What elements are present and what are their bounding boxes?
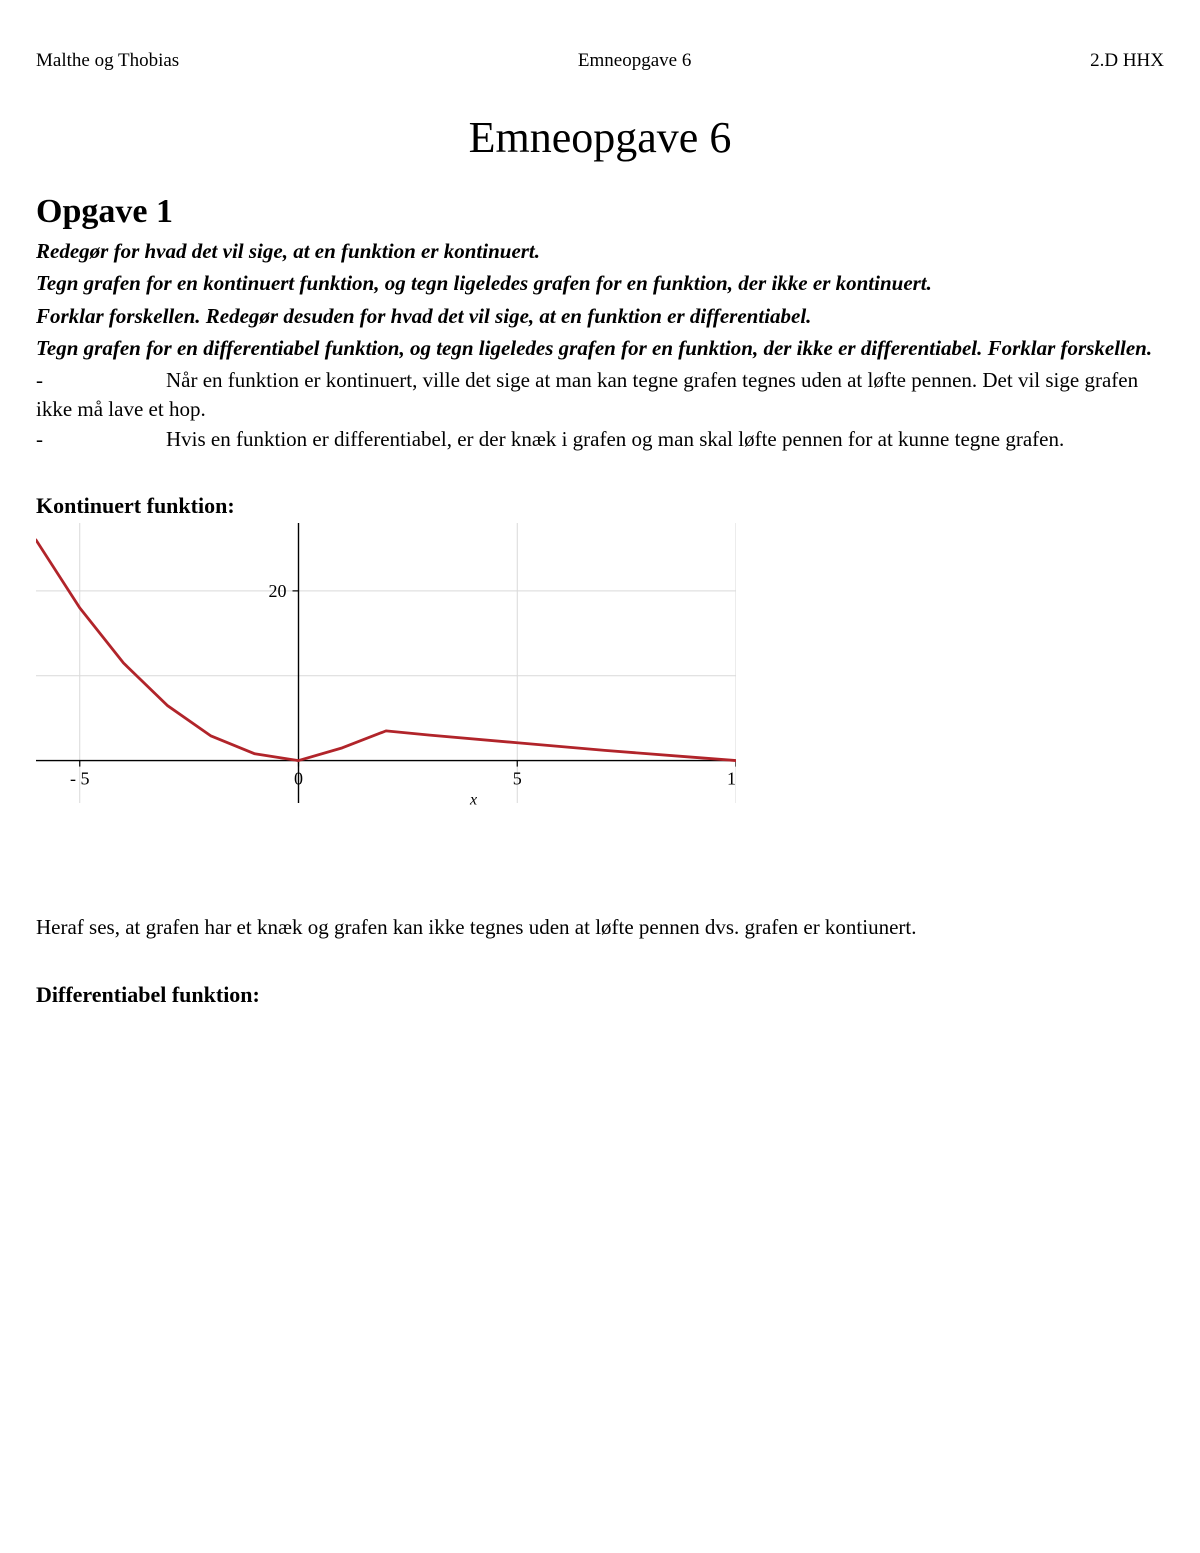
header-center: Emneopgave 6 (578, 50, 691, 72)
prompt-line-2: Tegn grafen for en kontinuert funktion, … (36, 269, 1164, 297)
bullet-dash: - (36, 366, 166, 394)
bullet-1-text: Når en funktion er kontinuert, ville det… (36, 368, 1138, 420)
svg-text:0: 0 (294, 769, 303, 789)
bullet-2-text: Hvis en funktion er differentiabel, er d… (166, 427, 1064, 451)
bullet-dash: - (36, 425, 166, 453)
svg-text:20: 20 (269, 581, 287, 601)
chart1-svg: - 5 0 5 10 20 x (36, 523, 736, 863)
chart2-label: Differentiabel funktion: (36, 982, 1164, 1008)
chart1-container: - 5 0 5 10 20 x (36, 523, 736, 883)
header-left: Malthe og Thobias (36, 50, 179, 72)
svg-text:- 5: - 5 (70, 769, 90, 789)
page-header: Malthe og Thobias Emneopgave 6 2.D HHX (36, 50, 1164, 72)
svg-text:5: 5 (513, 769, 522, 789)
prompt-line-4: Tegn grafen for en differentiabel funkti… (36, 334, 1164, 362)
prompt-line-3: Forklar forskellen. Redegør desuden for … (36, 302, 1164, 330)
document-page: Malthe og Thobias Emneopgave 6 2.D HHX E… (0, 0, 1200, 1553)
svg-text:10: 10 (727, 769, 736, 789)
bullet-2: -Hvis en funktion er differentiabel, er … (36, 425, 1164, 453)
chart1-label: Kontinuert funktion: (36, 493, 1164, 519)
bullet-1: -Når en funktion er kontinuert, ville de… (36, 366, 1164, 423)
opgave-heading: Opgave 1 (36, 193, 1164, 231)
prompt-line-1: Redegør for hvad det vil sige, at en fun… (36, 237, 1164, 265)
document-title: Emneopgave 6 (36, 112, 1164, 163)
svg-text:x: x (469, 792, 477, 809)
header-right: 2.D HHX (1090, 50, 1164, 72)
after-chart1-text: Heraf ses, at grafen har et knæk og graf… (36, 913, 1164, 941)
